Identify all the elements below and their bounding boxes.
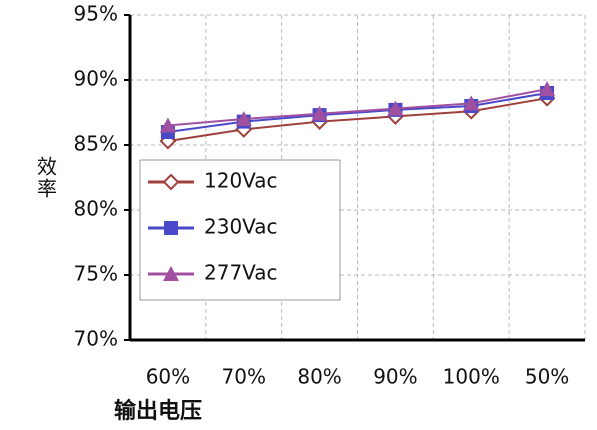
x-tick-label: 60% [146, 365, 190, 389]
x-tick-label: 80% [297, 365, 341, 389]
legend-label: 120Vac [204, 169, 278, 193]
marker-diamond [162, 173, 180, 191]
x-tick-label: 90% [373, 365, 417, 389]
y-tick-label: 70% [74, 327, 118, 351]
x-axis-title: 输出电压 [114, 398, 202, 424]
y-tick-label: 90% [74, 67, 118, 91]
legend-label: 277Vac [204, 261, 278, 285]
y-tick-label: 95% [74, 2, 118, 26]
marker-triangle [539, 81, 556, 97]
x-tick-label: 70% [222, 365, 266, 389]
series-line [167, 97, 548, 143]
y-tick-label: 80% [74, 197, 118, 221]
legend-label: 230Vac [204, 215, 278, 239]
y-axis-title: 效率 [34, 156, 58, 200]
marker-triangle [387, 100, 404, 116]
marker-triangle [311, 105, 328, 121]
series-line [167, 92, 548, 133]
marker-triangle [163, 266, 179, 281]
x-tick-label: 100% [443, 365, 500, 389]
marker-triangle [159, 117, 176, 133]
y-tick-label: 85% [74, 132, 118, 156]
marker-triangle [235, 111, 252, 126]
marker-square [164, 221, 178, 235]
marker-triangle [463, 95, 480, 111]
y-tick-label: 75% [74, 262, 118, 286]
series-line [167, 88, 548, 127]
x-tick-label: 50% [525, 365, 569, 389]
